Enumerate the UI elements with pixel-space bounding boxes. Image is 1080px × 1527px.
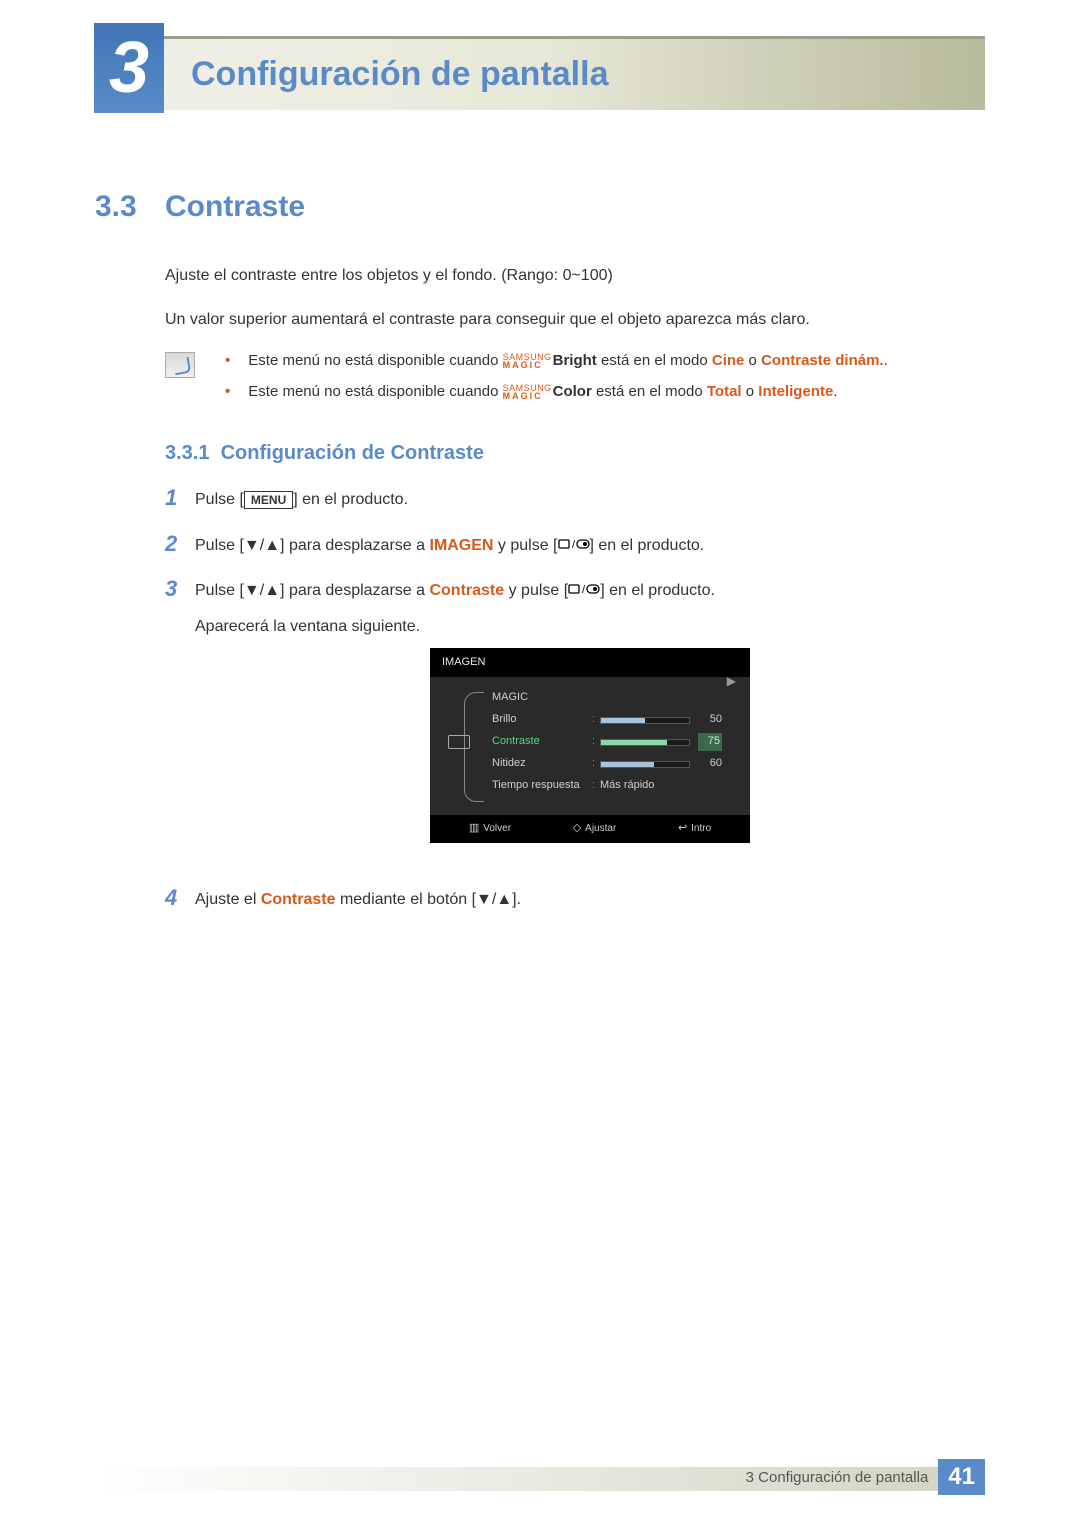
osd-row: Contraste:75 [492,731,738,753]
step-number: 3 [165,576,195,866]
osd-value: 50 [698,711,722,729]
osd-row-label: Tiempo respuesta [492,777,592,795]
chapter-header: 3 Configuración de pantalla [95,36,985,110]
section-title: Contraste [165,190,305,224]
samsung-magic-label: SAMSUNGMAGIC [503,384,552,400]
osd-value: 60 [698,755,722,773]
down-up-arrow-icon: ▼/▲ [244,583,280,599]
step-3: 3 Pulse [▼/▲] para desplazarse a Contras… [165,576,985,866]
osd-rows: MAGICBrillo:50Contraste:75Nitidez:60Tiem… [492,687,738,797]
page-content: 3.3 Contraste Ajuste el contraste entre … [95,190,985,930]
menu-button-icon: MENU [244,491,293,509]
note-text: Este menú no está disponible cuando SAMS… [248,352,985,369]
osd-row: Tiempo respuesta:Más rápido [492,775,738,797]
svg-text:/: / [572,539,576,551]
chapter-number-badge: 3 [94,23,164,113]
intro-block: Ajuste el contraste entre los objetos y … [165,264,985,332]
bullet-icon: • [225,352,230,369]
osd-row-label: MAGIC [492,689,592,707]
note-item: • Este menú no está disponible cuando SA… [225,352,985,369]
svg-text:/: / [582,584,586,596]
enter-icon: ↩ [678,820,687,838]
note-icon [165,352,195,378]
step-number: 4 [165,885,195,913]
step-number: 2 [165,531,195,559]
intro-p2: Un valor superior aumentará el contraste… [165,308,985,332]
osd-side-icons [442,687,476,797]
intro-p1: Ajuste el contraste entre los objetos y … [165,264,985,288]
note-item: • Este menú no está disponible cuando SA… [225,383,985,400]
down-up-arrow-icon: ▼/▲ [476,892,512,908]
note-list: • Este menú no está disponible cuando SA… [225,352,985,414]
osd-value: 75 [698,733,722,751]
footer-text: 3 Configuración de pantalla [746,1469,929,1486]
osd-row-label: Nitidez [492,755,592,773]
monitor-icon [448,735,470,749]
subsection-number: 3.3.1 [165,442,209,464]
subsection-title: Configuración de Contraste [221,442,484,464]
osd-title: IMAGEN [430,648,750,678]
note-text: Este menú no está disponible cuando SAMS… [248,383,985,400]
osd-footer: ▥Volver ◇Ajustar ↩Intro [430,815,750,843]
osd-footer-back: ▥Volver [469,820,511,838]
step-subtext: Aparecerá la ventana siguiente. [195,614,985,640]
page-number: 41 [938,1459,985,1495]
subsection-heading: 3.3.1 Configuración de Contraste [165,442,985,465]
chapter-title: Configuración de pantalla [191,55,608,94]
samsung-magic-label: SAMSUNGMAGIC [503,353,552,369]
osd-footer-adjust: ◇Ajustar [573,820,617,838]
step-1: 1 Pulse [MENU] en el producto. [165,485,985,513]
osd-text-value: Más rápido [600,777,654,795]
osd-row: Nitidez:60 [492,753,738,775]
select-enter-icon: / [568,582,600,600]
steps-list: 1 Pulse [MENU] en el producto. 2 Pulse [… [165,485,985,912]
osd-slider [600,761,690,768]
step-text: Pulse [▼/▲] para desplazarse a Contraste… [195,576,985,866]
osd-row: MAGIC [492,687,738,709]
adjust-icon: ◇ [573,820,581,838]
osd-row-label: Contraste [492,733,592,751]
osd-menu: IMAGEN MAGICBrillo:50Contraste:75Nitidez… [430,648,750,843]
page-footer: 3 Configuración de pantalla 41 [95,1457,985,1497]
step-number: 1 [165,485,195,513]
osd-slider [600,717,690,724]
note-block: • Este menú no está disponible cuando SA… [165,352,985,414]
osd-row: Brillo:50 [492,709,738,731]
osd-footer-enter: ↩Intro [678,820,711,838]
osd-slider [600,739,690,746]
osd-right-arrow-icon: ▶ [727,672,736,691]
step-2: 2 Pulse [▼/▲] para desplazarse a IMAGEN … [165,531,985,559]
select-enter-icon: / [558,537,590,555]
step-text: Pulse [▼/▲] para desplazarse a IMAGEN y … [195,531,985,559]
chapter-number: 3 [109,32,149,104]
section-number: 3.3 [95,190,165,224]
osd-row-label: Brillo [492,711,592,729]
step-text: Pulse [MENU] en el producto. [195,485,985,513]
back-icon: ▥ [469,820,479,838]
down-up-arrow-icon: ▼/▲ [244,538,280,554]
bullet-icon: • [225,383,230,400]
section-heading: 3.3 Contraste [95,190,985,224]
step-text: Ajuste el Contraste mediante el botón [▼… [195,885,985,913]
osd-body: MAGICBrillo:50Contraste:75Nitidez:60Tiem… [430,677,750,815]
step-4: 4 Ajuste el Contraste mediante el botón … [165,885,985,913]
